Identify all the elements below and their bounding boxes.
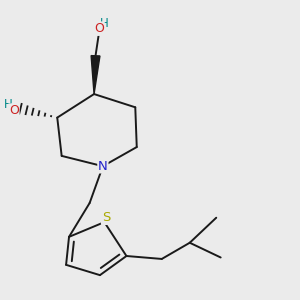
Text: N: N [98, 160, 108, 173]
Text: O: O [94, 22, 104, 35]
Text: S: S [102, 211, 110, 224]
Polygon shape [91, 56, 100, 94]
Text: H: H [4, 98, 13, 111]
Text: O: O [9, 104, 19, 117]
Text: H: H [99, 17, 108, 30]
